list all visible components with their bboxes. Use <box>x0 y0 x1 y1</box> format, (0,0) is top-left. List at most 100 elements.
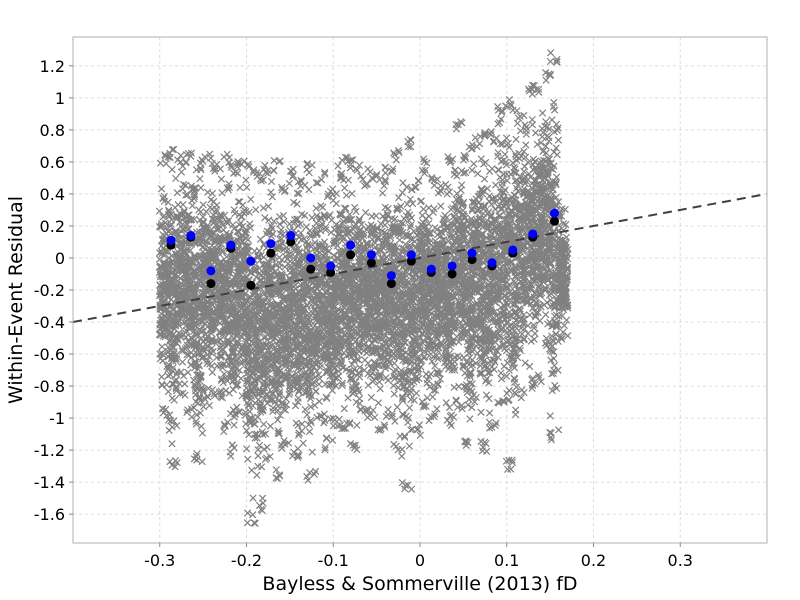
residual-point <box>252 206 260 214</box>
residual-point <box>200 394 208 402</box>
residual-point <box>225 153 233 162</box>
residual-point <box>158 373 166 381</box>
residual-point <box>164 387 172 396</box>
residual-point <box>243 509 252 517</box>
residual-point <box>256 235 265 243</box>
residual-point <box>169 363 177 372</box>
residual-point <box>206 150 214 158</box>
residual-point <box>225 234 233 242</box>
residual-point <box>285 179 293 188</box>
residual-point <box>226 281 235 289</box>
residual-point <box>192 261 200 269</box>
residual-point <box>357 172 365 180</box>
residual-point <box>217 175 226 183</box>
residual-point <box>405 404 414 412</box>
residual-point <box>192 420 200 428</box>
residual-point <box>177 151 185 160</box>
residual-point <box>305 185 313 194</box>
residual-point <box>218 265 226 273</box>
residual-point <box>165 279 173 287</box>
residual-point <box>156 301 164 310</box>
residual-point <box>156 355 164 363</box>
residual-point <box>176 330 185 338</box>
residual-point <box>225 183 234 192</box>
residual-point <box>210 319 218 328</box>
residual-point <box>340 184 349 192</box>
residual-point <box>211 236 219 244</box>
residual-point <box>209 347 217 356</box>
residual-point <box>175 380 184 388</box>
residual-point <box>184 225 193 233</box>
residual-point <box>165 311 174 319</box>
residual-point <box>176 290 184 299</box>
residual-point <box>182 158 190 166</box>
residual-point <box>212 221 220 229</box>
residual-point <box>224 418 232 426</box>
residual-point <box>216 344 224 352</box>
residual-point <box>177 368 185 376</box>
residual-point <box>216 165 224 173</box>
residual-point <box>213 362 221 370</box>
residual-point <box>203 237 211 246</box>
residual-point <box>199 403 208 411</box>
residual-point <box>173 214 181 222</box>
residual-point <box>220 427 228 436</box>
residual-point <box>170 396 178 404</box>
residual-point <box>242 176 250 184</box>
residual-point <box>328 436 337 444</box>
residual-point <box>344 176 352 184</box>
residual-point <box>195 235 204 243</box>
residual-point <box>172 354 180 363</box>
residual-point <box>190 215 198 223</box>
residual-point <box>186 292 194 300</box>
residual-point <box>168 331 176 340</box>
residual-point <box>254 452 262 460</box>
residual-point <box>257 463 266 471</box>
residual-point <box>193 316 202 325</box>
residual-point <box>292 419 300 427</box>
residual-point <box>246 407 254 416</box>
residual-point <box>173 459 181 467</box>
residual-point <box>216 335 224 344</box>
residual-point <box>165 212 173 221</box>
residual-point <box>211 208 220 217</box>
residual-point <box>184 337 192 345</box>
residual-point <box>178 240 186 248</box>
residual-point <box>299 439 307 447</box>
residual-point <box>225 232 233 240</box>
residual-point <box>342 191 351 199</box>
residual-point <box>305 469 314 477</box>
residual-point <box>201 256 209 265</box>
residual-point <box>335 415 343 423</box>
residual-point <box>229 350 237 358</box>
residual-point <box>159 239 168 247</box>
residual-point <box>155 330 164 339</box>
residual-point <box>157 185 166 193</box>
residual-point <box>220 211 229 219</box>
residual-point <box>174 319 182 327</box>
residual-point <box>158 343 166 351</box>
residual-point <box>184 211 192 219</box>
residual-point <box>165 361 173 369</box>
residual-point <box>166 346 175 355</box>
residual-point <box>297 176 305 185</box>
residual-point <box>156 159 165 167</box>
residual-point <box>170 145 178 153</box>
residual-point <box>208 215 217 223</box>
residual-point <box>175 321 183 330</box>
residual-point <box>239 358 247 367</box>
residual-point <box>289 165 297 173</box>
residual-point <box>303 411 311 419</box>
residual-point <box>191 383 200 392</box>
residual-point <box>160 197 168 205</box>
residual-point <box>158 381 166 389</box>
residual-point <box>210 390 218 398</box>
residual-point <box>174 334 182 343</box>
residual-point <box>166 370 175 379</box>
residual-point <box>178 358 187 366</box>
residual-point <box>174 272 182 281</box>
residual-point <box>378 189 387 197</box>
residual-point <box>198 429 207 437</box>
residual-point <box>235 408 244 416</box>
